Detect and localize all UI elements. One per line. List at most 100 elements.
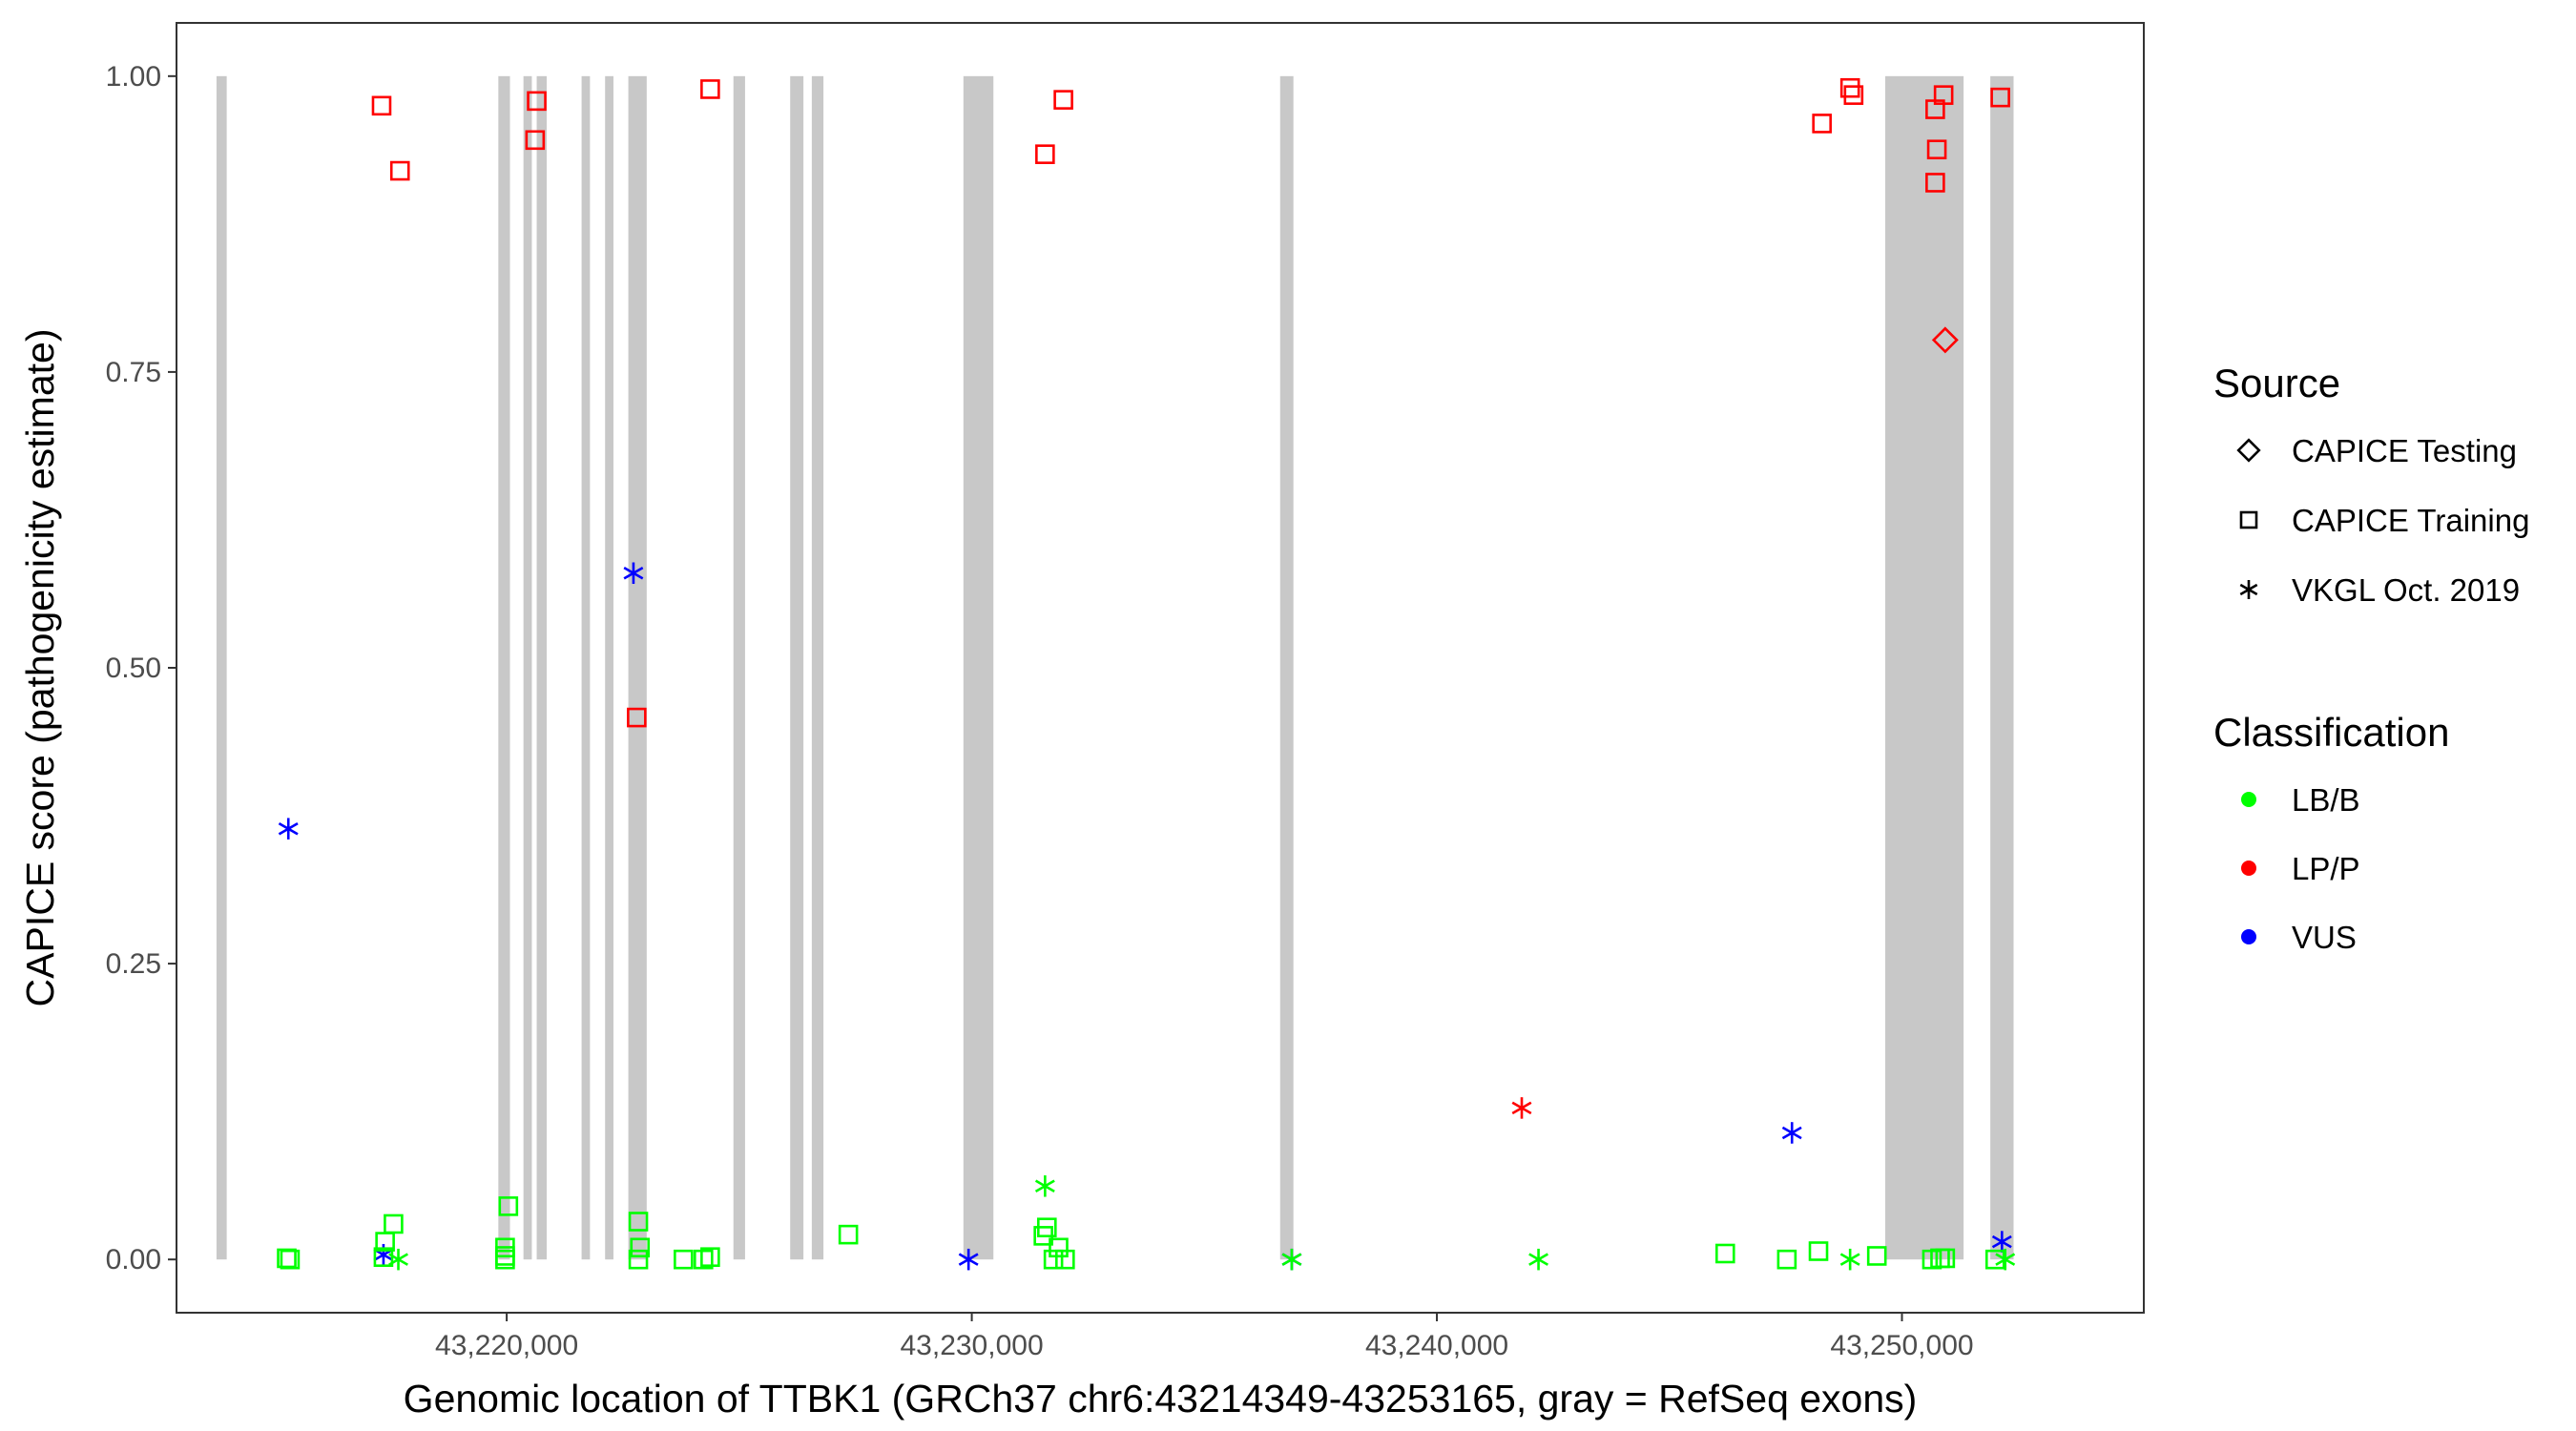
data-point <box>628 1249 649 1270</box>
exon-band <box>811 75 824 1260</box>
asterisk-stroke <box>1034 1179 1055 1193</box>
legend-color-dot <box>2241 861 2256 876</box>
x-tick-label: 43,250,000 <box>1830 1330 1973 1361</box>
y-axis: 0.00 0.25 0.50 0.75 1.00 <box>106 61 177 1275</box>
data-point <box>1714 1243 1735 1264</box>
data-point <box>1839 77 1860 98</box>
data-point <box>389 160 410 181</box>
data-point <box>1926 139 1947 160</box>
y-tick-label: 0.50 <box>106 653 161 684</box>
legend-source-item: CAPICE Testing <box>2292 433 2517 468</box>
data-point <box>384 1213 404 1234</box>
data-point <box>1053 90 1073 110</box>
data-point <box>694 1249 714 1270</box>
data-point <box>1984 1249 2005 1270</box>
asterisk-stroke <box>1511 1101 1532 1115</box>
exon-band <box>1990 75 2014 1260</box>
data-points <box>277 77 2016 1271</box>
legend-class-item: VUS <box>2292 920 2357 955</box>
data-point <box>1781 1122 1802 1144</box>
exon-band <box>628 75 647 1260</box>
y-tick-label: 0.75 <box>106 357 161 388</box>
data-point <box>371 95 392 116</box>
legend-color-dot <box>2241 792 2256 807</box>
asterisk-stroke <box>623 567 644 580</box>
data-point <box>700 79 720 99</box>
data-point <box>278 818 299 840</box>
legend-source-item: VKGL Oct. 2019 <box>2292 572 2520 608</box>
data-point <box>1511 1097 1532 1119</box>
data-point <box>525 130 546 151</box>
x-tick-label: 43,230,000 <box>900 1330 1043 1361</box>
data-point <box>1839 1248 1860 1271</box>
exon-band <box>963 75 994 1260</box>
x-axis-title: Genomic location of TTBK1 (GRCh37 chr6:4… <box>404 1377 1918 1421</box>
data-point <box>1991 1231 2012 1253</box>
data-point <box>1812 114 1832 134</box>
data-point <box>1043 1249 1064 1270</box>
data-point <box>1033 1226 1053 1246</box>
exon-band <box>1884 75 1964 1260</box>
exon-band <box>733 75 745 1260</box>
exon-bands <box>216 75 2014 1260</box>
legend-color-dot <box>2241 929 2256 944</box>
exon-band <box>216 75 227 1260</box>
data-point <box>1990 87 2010 108</box>
x-axis: 43,220,000 43,230,000 43,240,000 43,250,000 <box>435 1313 1974 1361</box>
data-point <box>630 1237 651 1258</box>
data-point <box>373 1247 394 1268</box>
legend-classification-title: Classification <box>2213 710 2449 755</box>
data-point <box>1035 144 1055 164</box>
square-legend-icon <box>2239 510 2258 529</box>
x-tick-label: 43,240,000 <box>1365 1330 1508 1361</box>
data-point <box>674 1249 694 1270</box>
data-point <box>838 1224 859 1245</box>
data-point <box>1931 326 1959 354</box>
data-point <box>527 91 547 112</box>
data-point <box>498 1196 519 1216</box>
asterisk-stroke <box>1991 1234 2012 1249</box>
asterisk-stroke <box>1281 1253 1302 1266</box>
data-point <box>958 1248 979 1271</box>
y-tick-label: 0.25 <box>106 948 161 980</box>
data-point <box>1995 1248 2016 1271</box>
data-point <box>1843 85 1864 105</box>
asterisk-stroke <box>1839 1253 1860 1266</box>
data-point <box>1925 173 1945 193</box>
y-tick-label: 1.00 <box>106 61 161 93</box>
asterisk-stroke <box>958 1253 979 1266</box>
data-point <box>280 1249 301 1270</box>
legend-source-item: CAPICE Training <box>2292 503 2529 538</box>
data-point <box>495 1249 515 1270</box>
data-point <box>1808 1241 1829 1261</box>
data-point <box>627 707 647 728</box>
exon-band <box>790 75 804 1260</box>
exon-band <box>498 75 510 1260</box>
y-tick-label: 0.00 <box>106 1244 161 1275</box>
plot-panel-border <box>176 22 2145 1314</box>
data-point <box>1281 1248 1302 1271</box>
asterisk-legend-icon <box>2239 580 2258 599</box>
legend: Source Classification CAPICE Testing CAPI… <box>2213 361 2529 955</box>
data-point <box>1935 1248 1956 1269</box>
data-point <box>1049 1237 1069 1258</box>
exon-band <box>536 75 548 1260</box>
legend-class-item: LB/B <box>2292 782 2360 818</box>
data-point <box>1776 1249 1797 1270</box>
legend-class-item: LP/P <box>2292 851 2360 886</box>
data-point <box>700 1247 720 1268</box>
exon-band <box>581 75 591 1260</box>
y-axis-title: CAPICE score (pathogenicity estimate) <box>18 329 62 1007</box>
asterisk-stroke <box>278 821 299 836</box>
exon-band <box>1279 75 1294 1260</box>
asterisk-stroke <box>2239 583 2258 596</box>
asterisk-stroke <box>1781 1126 1802 1140</box>
data-point <box>623 562 644 585</box>
data-point <box>1034 1175 1055 1197</box>
asterisk-stroke <box>1995 1253 2016 1266</box>
data-point <box>1528 1248 1548 1271</box>
data-point <box>1866 1246 1887 1266</box>
legend-source-title: Source <box>2213 361 2340 405</box>
asterisk-stroke <box>1528 1253 1548 1266</box>
